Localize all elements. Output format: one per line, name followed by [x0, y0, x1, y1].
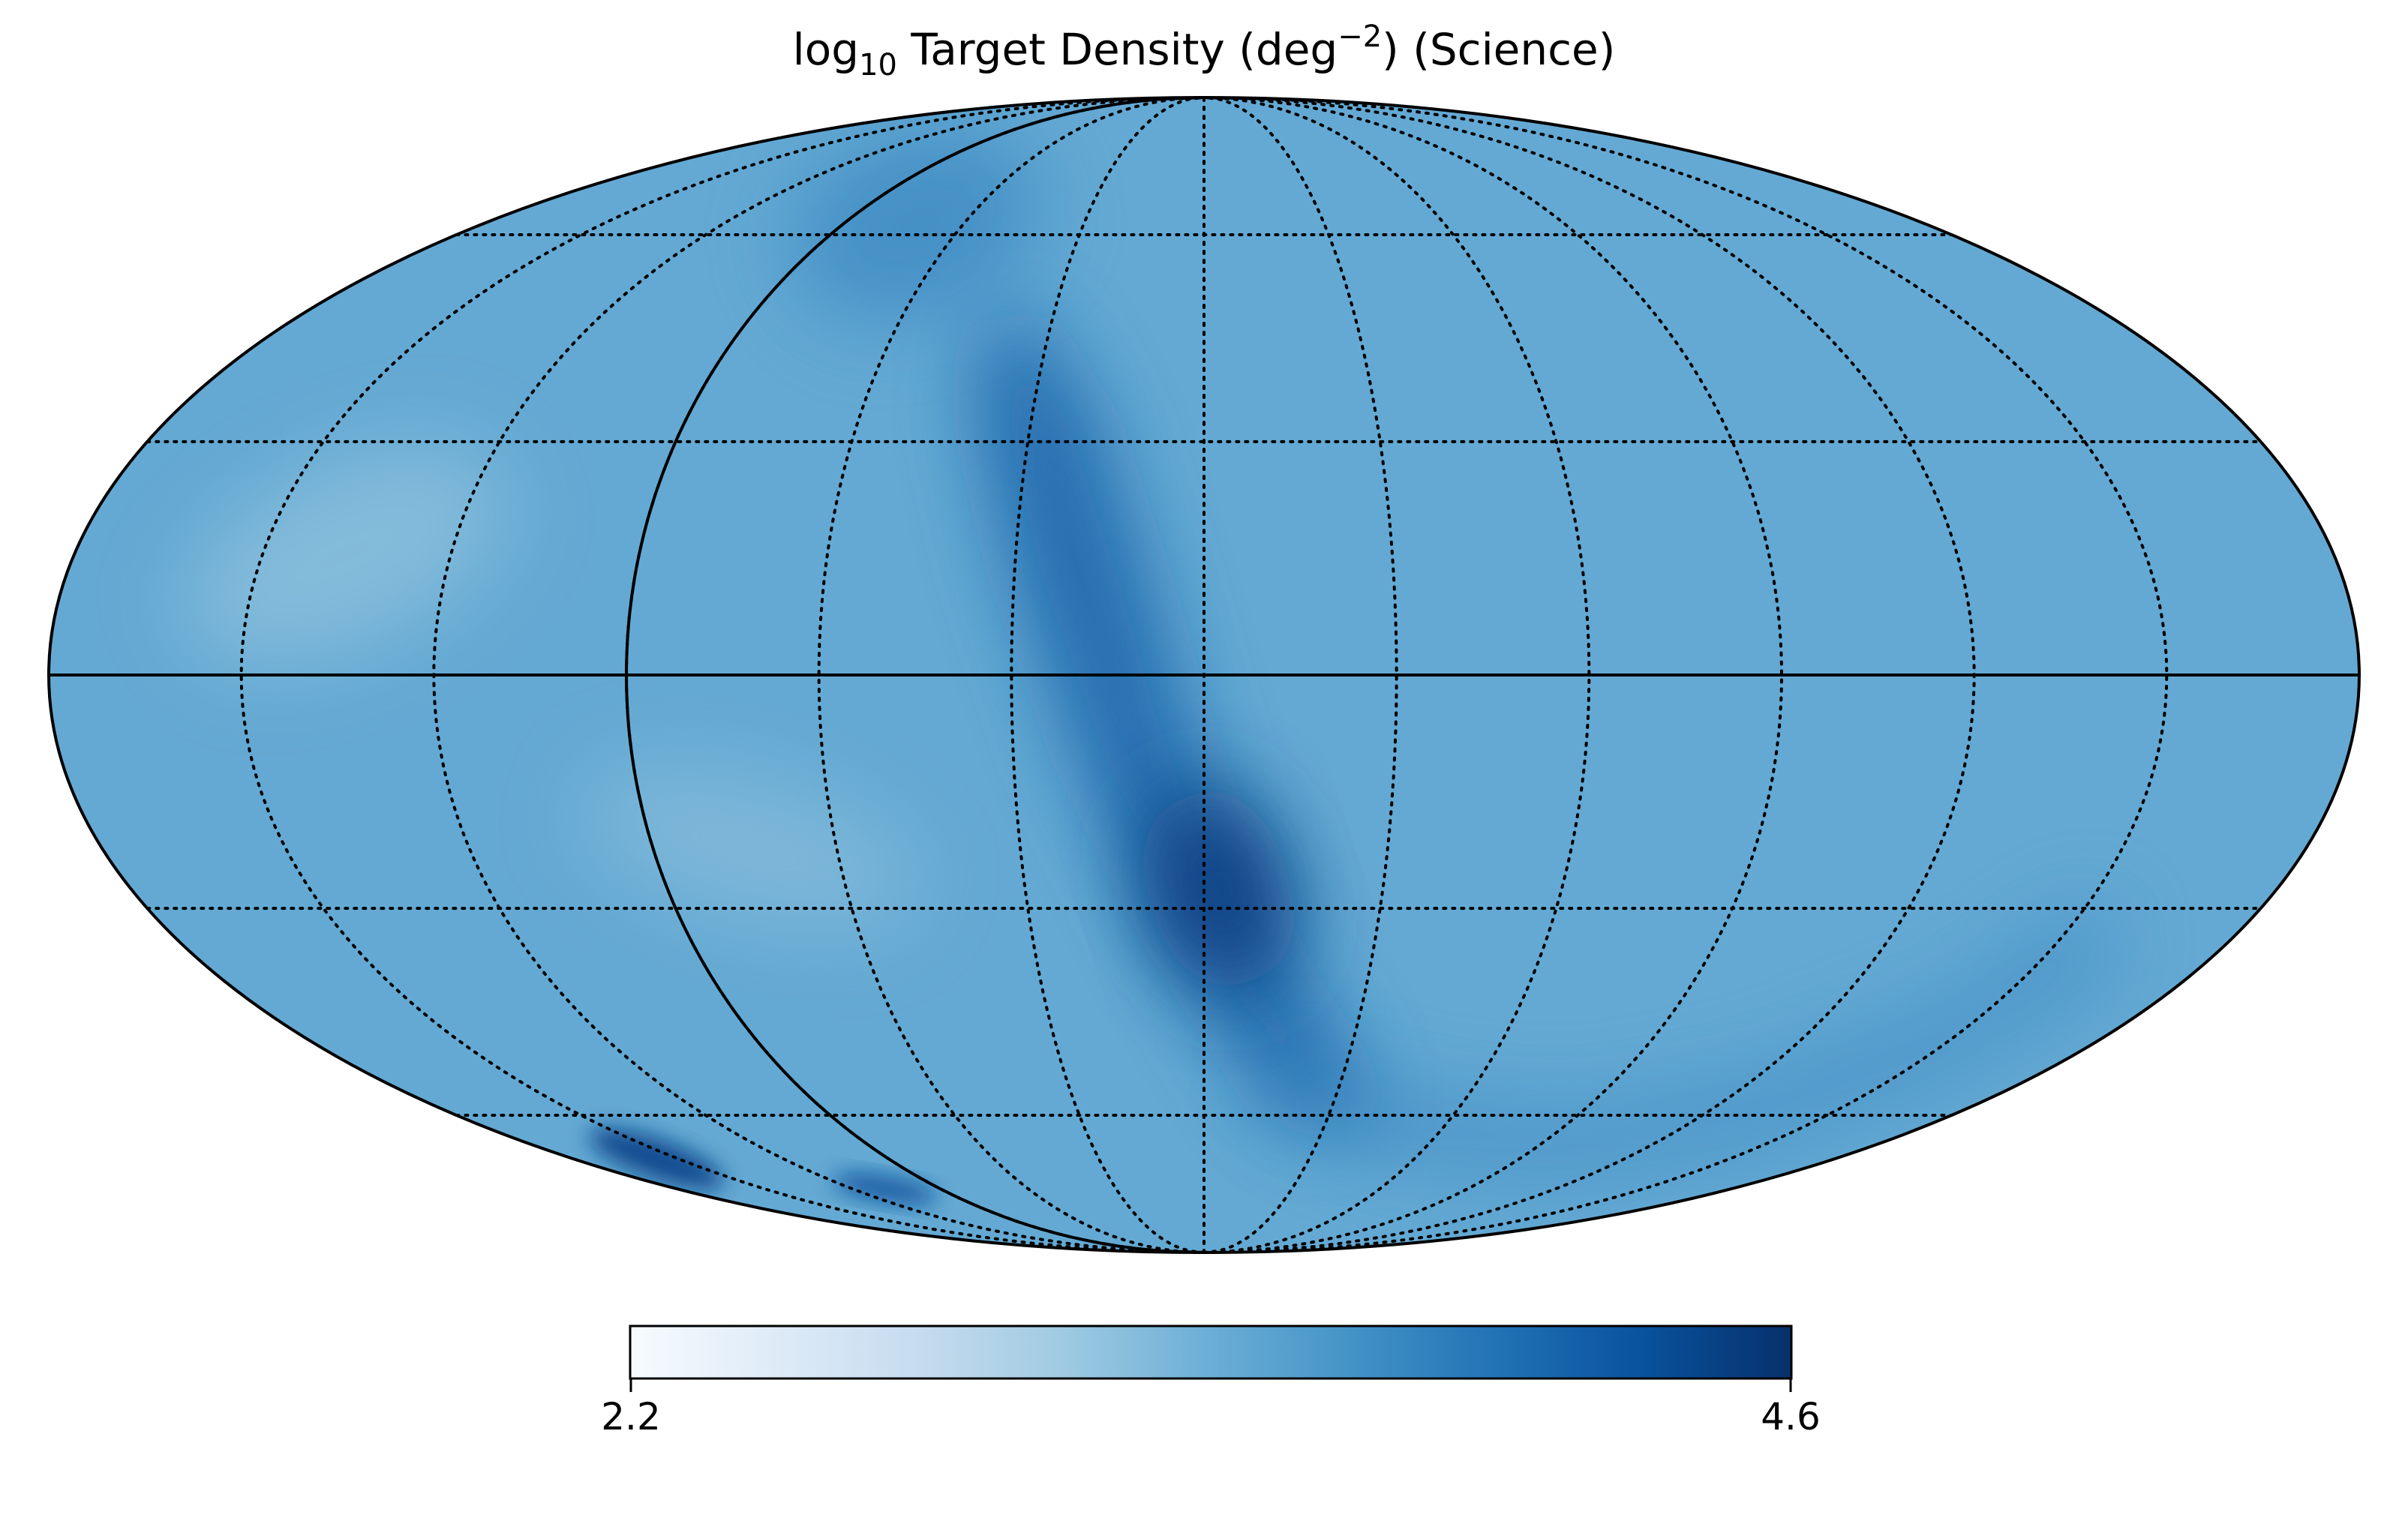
meridian-line: [1202, 96, 1784, 1254]
underdense-north-west: [184, 446, 506, 664]
bulge-core: [1143, 786, 1295, 992]
colorbar-min-label: 2.2: [601, 1395, 661, 1438]
galactic-plane-band: [975, 315, 1365, 1125]
colorbar-bar: [629, 1324, 1793, 1380]
map-title: log10 Target Density (deg−2) (Science): [793, 20, 1616, 82]
map-boundary: [47, 96, 2361, 1254]
colorbar: 2.2 4.6: [601, 1324, 1821, 1438]
small-magellanic-cloud: [833, 1174, 937, 1204]
solid-meridian-line: [624, 96, 1205, 1254]
colorbar-max-label: 4.6: [1761, 1395, 1821, 1438]
upper-left-dense-patch: [791, 130, 1039, 320]
reference-lines: [49, 96, 2359, 1254]
mollweide-map: [47, 96, 2361, 1254]
southern-arc: [1275, 900, 2115, 1170]
large-magellanic-cloud: [589, 1128, 724, 1190]
